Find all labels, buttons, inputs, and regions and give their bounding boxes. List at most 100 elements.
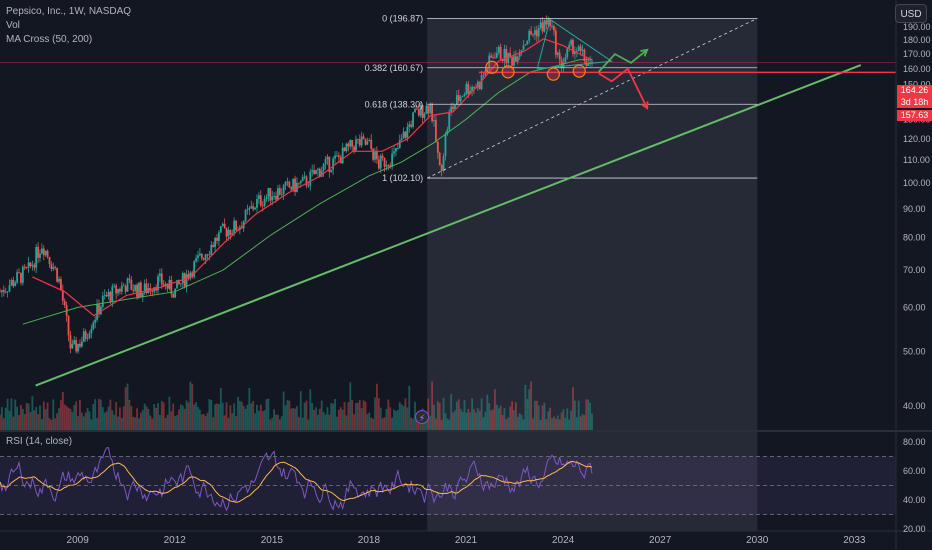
candle-body xyxy=(383,157,386,167)
candle-body xyxy=(499,46,502,60)
candle-body xyxy=(467,83,470,94)
candle-body xyxy=(455,95,458,105)
volume-bar xyxy=(383,417,386,430)
volume-bar xyxy=(223,415,226,430)
volume-bar xyxy=(218,404,220,430)
volume-bar xyxy=(168,396,171,430)
volume-bar xyxy=(267,398,270,430)
volume-bar xyxy=(524,384,527,430)
volume-bar xyxy=(343,401,346,430)
candle-body xyxy=(591,61,593,63)
volume-bar xyxy=(193,404,196,430)
volume-bar xyxy=(29,412,32,430)
volume-bar xyxy=(326,407,329,430)
volume-bar xyxy=(345,415,348,430)
volume-bar xyxy=(37,414,39,430)
candle-body xyxy=(391,153,394,167)
volume-bar xyxy=(185,400,188,430)
volume-bar xyxy=(227,417,230,430)
candle-body xyxy=(345,143,348,152)
volume-bar xyxy=(252,401,255,430)
candle-body xyxy=(524,44,527,46)
price-tick: 80.00 xyxy=(903,232,926,242)
candle-body xyxy=(90,329,93,334)
candle-body xyxy=(181,273,184,284)
volume-bar xyxy=(271,417,274,430)
candle-body xyxy=(92,322,95,330)
volume-bar xyxy=(130,406,133,430)
candle-body xyxy=(423,113,426,118)
candle-body xyxy=(337,155,340,158)
volume-legend[interactable]: Vol xyxy=(6,20,20,31)
candle-body xyxy=(206,254,209,256)
candle-body xyxy=(543,20,546,32)
volume-bar xyxy=(389,407,392,430)
volume-bar xyxy=(189,381,192,430)
candle-body xyxy=(265,196,268,199)
candle-body xyxy=(98,303,100,315)
volume-bar xyxy=(265,399,268,430)
currency-button[interactable]: USD xyxy=(895,4,927,23)
volume-bar xyxy=(393,409,395,430)
candle-body xyxy=(48,256,51,265)
price-tick: 170.00 xyxy=(903,49,931,59)
candle-body xyxy=(459,96,462,102)
time-tick: 2030 xyxy=(746,535,769,546)
volume-bar xyxy=(513,410,515,430)
last-price-tag: 164.26 xyxy=(897,85,932,96)
volume-bar xyxy=(362,400,365,430)
volume-bar xyxy=(507,417,510,430)
candle-body xyxy=(311,170,314,172)
volume-bar xyxy=(501,414,504,430)
lightning-icon[interactable]: ⚡ xyxy=(415,410,429,424)
volume-bar xyxy=(273,409,276,430)
candle-body xyxy=(244,209,247,221)
volume-bar xyxy=(82,416,85,430)
candle-body xyxy=(587,63,590,66)
volume-bar xyxy=(520,414,523,430)
candle-body xyxy=(368,139,371,142)
candle-body xyxy=(111,286,114,302)
candle-body xyxy=(404,131,407,138)
candle-body xyxy=(572,39,574,54)
volume-bar xyxy=(368,412,371,430)
volume-bar xyxy=(473,409,475,430)
volume-bar xyxy=(166,414,169,430)
candle-body xyxy=(376,150,378,160)
candle-body xyxy=(240,227,243,229)
candle-body xyxy=(107,291,110,297)
candle-body xyxy=(101,295,104,307)
candle-body xyxy=(216,237,218,241)
candle-body xyxy=(75,340,78,352)
candle-body xyxy=(435,120,437,142)
volume-bar xyxy=(269,419,272,430)
volume-bar xyxy=(560,412,563,430)
volume-bar xyxy=(35,407,38,430)
volume-bar xyxy=(14,399,17,430)
candle-body xyxy=(305,176,308,186)
candle-body xyxy=(395,148,397,152)
candle-body xyxy=(465,83,468,95)
candle-body xyxy=(286,181,289,183)
candle-body xyxy=(497,46,500,53)
volume-bar xyxy=(164,417,167,430)
volume-bar xyxy=(111,410,114,430)
time-tick: 2027 xyxy=(649,535,672,546)
volume-bar xyxy=(149,415,152,430)
volume-bar xyxy=(39,405,41,430)
candle-body xyxy=(219,226,222,233)
candle-body xyxy=(299,180,302,184)
candle-body xyxy=(221,223,224,227)
candle-body xyxy=(324,159,327,165)
symbol-title[interactable]: Pepsico, Inc., 1W, NASDAQ xyxy=(6,6,132,17)
candle-body xyxy=(263,198,266,206)
volume-bar xyxy=(330,403,333,430)
candle-body xyxy=(573,51,576,54)
candle-body xyxy=(553,25,555,31)
volume-bar xyxy=(210,399,213,430)
candle-body xyxy=(530,31,533,35)
rsi-legend[interactable]: RSI (14, close) xyxy=(6,436,73,447)
candle-body xyxy=(417,109,420,116)
ma-cross-legend[interactable]: MA Cross (50, 200) xyxy=(6,34,93,45)
